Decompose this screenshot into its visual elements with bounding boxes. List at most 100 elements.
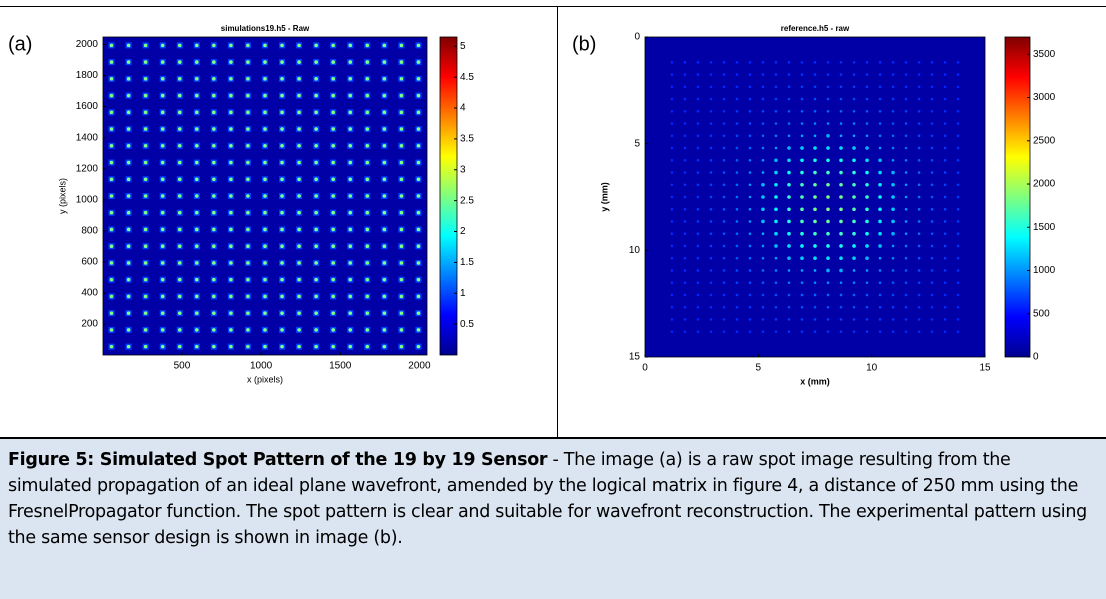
spot bbox=[827, 73, 830, 76]
spot bbox=[178, 228, 182, 232]
spot bbox=[957, 134, 960, 137]
spot bbox=[212, 60, 216, 64]
spot bbox=[931, 269, 934, 272]
spot bbox=[348, 261, 352, 265]
spot bbox=[723, 61, 726, 64]
spot bbox=[957, 110, 960, 113]
spot bbox=[749, 220, 752, 223]
spot bbox=[110, 127, 114, 131]
spot bbox=[684, 232, 687, 235]
spot bbox=[417, 127, 421, 131]
spot bbox=[314, 77, 318, 81]
spot bbox=[723, 98, 726, 101]
spot bbox=[314, 60, 318, 64]
spot bbox=[331, 261, 335, 265]
spot bbox=[212, 94, 216, 98]
spot bbox=[348, 328, 352, 332]
spot bbox=[879, 294, 882, 297]
spot bbox=[800, 195, 804, 199]
spot bbox=[931, 306, 934, 309]
spot bbox=[879, 110, 882, 113]
spot bbox=[314, 345, 318, 349]
spot bbox=[331, 345, 335, 349]
colorbar-tick-label: 2500 bbox=[1033, 135, 1056, 146]
spot bbox=[944, 159, 947, 162]
spot bbox=[417, 244, 421, 248]
spot bbox=[195, 111, 199, 115]
spot bbox=[710, 86, 713, 89]
spot bbox=[229, 161, 233, 165]
spot bbox=[840, 134, 843, 137]
spot bbox=[212, 194, 216, 198]
spot bbox=[918, 281, 921, 284]
spot bbox=[110, 228, 114, 232]
spot bbox=[905, 159, 908, 162]
spot bbox=[944, 330, 947, 333]
spot bbox=[827, 122, 830, 125]
spot bbox=[827, 306, 830, 309]
spot bbox=[814, 98, 817, 101]
spot bbox=[775, 318, 778, 321]
spot bbox=[918, 232, 921, 235]
x-tick-label: 5 bbox=[756, 363, 762, 374]
spot bbox=[178, 311, 182, 315]
colorbar-tick-label: 2 bbox=[460, 226, 466, 237]
spot bbox=[840, 318, 843, 321]
spot bbox=[957, 294, 960, 297]
colorbar bbox=[440, 37, 457, 355]
spot bbox=[400, 94, 404, 98]
spot bbox=[348, 94, 352, 98]
spot bbox=[905, 257, 908, 260]
spot bbox=[749, 208, 752, 211]
spot bbox=[161, 345, 165, 349]
spot bbox=[195, 44, 199, 48]
spot bbox=[366, 244, 370, 248]
caption-title: Figure 5: Simulated Spot Pattern of the … bbox=[8, 450, 547, 470]
spot bbox=[839, 171, 843, 175]
spot bbox=[161, 77, 165, 81]
spot bbox=[749, 281, 752, 284]
spot bbox=[762, 318, 765, 321]
spot bbox=[178, 328, 182, 332]
x-tick-label: 1500 bbox=[329, 361, 352, 372]
spot bbox=[127, 194, 131, 198]
spot bbox=[840, 61, 843, 64]
spot bbox=[671, 61, 674, 64]
spot bbox=[710, 122, 713, 125]
spot bbox=[195, 311, 199, 315]
spot bbox=[736, 294, 739, 297]
spot bbox=[749, 330, 752, 333]
spot bbox=[813, 232, 817, 236]
spot bbox=[280, 111, 284, 115]
spot bbox=[144, 60, 148, 64]
spot bbox=[813, 158, 817, 162]
spot bbox=[813, 256, 817, 260]
spot bbox=[813, 195, 817, 199]
spot bbox=[297, 295, 301, 299]
spot bbox=[144, 127, 148, 131]
spot bbox=[697, 306, 700, 309]
spot bbox=[775, 73, 778, 76]
spot bbox=[801, 281, 804, 284]
spot bbox=[710, 183, 713, 186]
spot bbox=[710, 61, 713, 64]
spot bbox=[348, 345, 352, 349]
spot bbox=[246, 211, 250, 215]
x-tick-label: 500 bbox=[174, 361, 191, 372]
x-tick-label: 15 bbox=[979, 363, 991, 374]
spot bbox=[697, 171, 700, 174]
spot bbox=[891, 183, 895, 187]
spot bbox=[383, 94, 387, 98]
spot bbox=[697, 98, 700, 101]
spot bbox=[787, 244, 791, 248]
spot bbox=[684, 159, 687, 162]
spot bbox=[814, 73, 817, 76]
spot bbox=[212, 44, 216, 48]
spot bbox=[866, 110, 869, 113]
spot bbox=[144, 328, 148, 332]
spot bbox=[788, 86, 791, 89]
spot bbox=[366, 60, 370, 64]
spot bbox=[366, 295, 370, 299]
spot bbox=[944, 294, 947, 297]
spot bbox=[710, 220, 713, 223]
